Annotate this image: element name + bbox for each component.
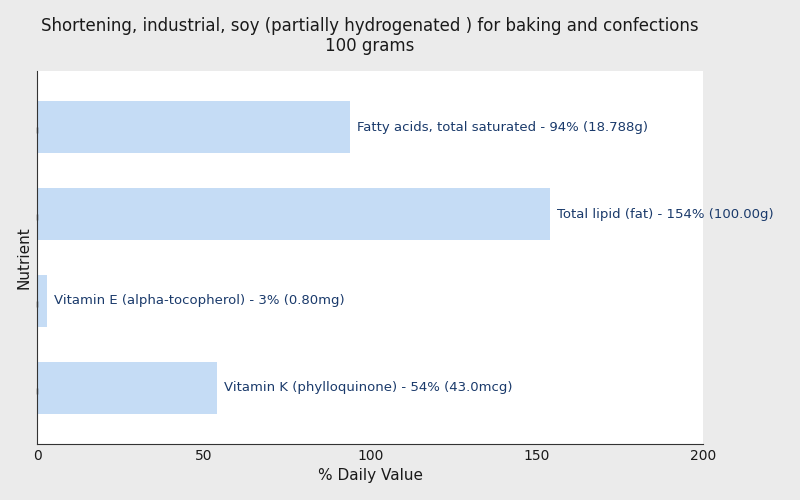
X-axis label: % Daily Value: % Daily Value [318,468,422,483]
Title: Shortening, industrial, soy (partially hydrogenated ) for baking and confections: Shortening, industrial, soy (partially h… [42,16,699,56]
Bar [38,362,217,414]
Y-axis label: Nutrient: Nutrient [17,226,32,289]
Text: Vitamin K (phylloquinone) - 54% (43.0mcg): Vitamin K (phylloquinone) - 54% (43.0mcg… [224,381,512,394]
Bar [38,102,350,154]
Text: Total lipid (fat) - 154% (100.00g): Total lipid (fat) - 154% (100.00g) [557,208,774,220]
Bar [38,188,550,240]
Text: Fatty acids, total saturated - 94% (18.788g): Fatty acids, total saturated - 94% (18.7… [357,121,648,134]
Bar [38,275,47,327]
Text: Vitamin E (alpha-tocopherol) - 3% (0.80mg): Vitamin E (alpha-tocopherol) - 3% (0.80m… [54,294,345,308]
